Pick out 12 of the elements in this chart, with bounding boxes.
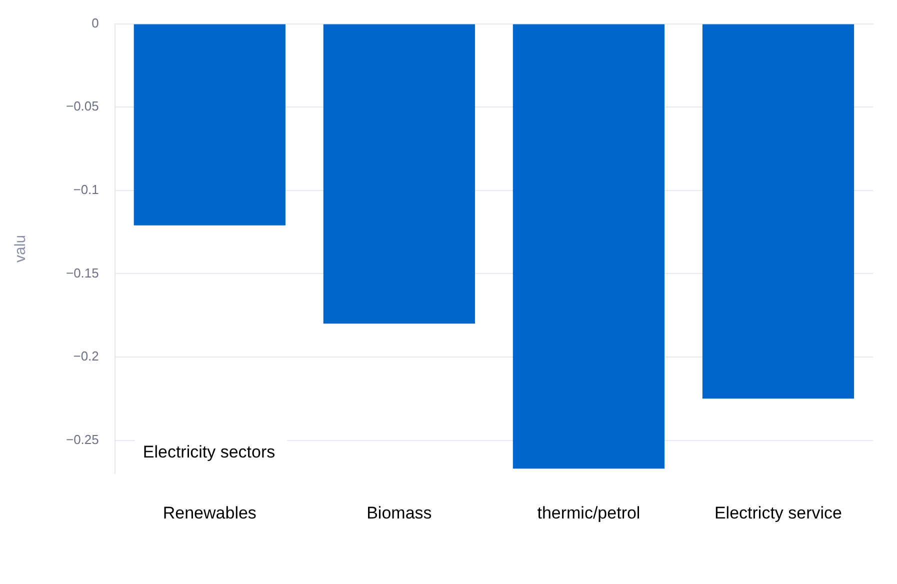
y-tick-label: −0.1 [73,182,99,197]
x-axis-title: Electricity sectors [142,442,276,462]
y-tick-label: −0.15 [66,265,99,280]
y-tick-label: −0.05 [66,98,99,114]
y-tick-label: 0 [92,15,99,30]
x-tick-label: Electricty service [714,503,842,522]
y-tick-label: −0.2 [73,348,99,364]
x-tick-label: Biomass [366,503,432,522]
y-tick-label: −0.25 [66,432,99,447]
y-axis-title: valu [12,234,30,262]
x-tick-label: Renewables [162,503,256,522]
x-tick-label: thermic/petrol [537,503,640,522]
